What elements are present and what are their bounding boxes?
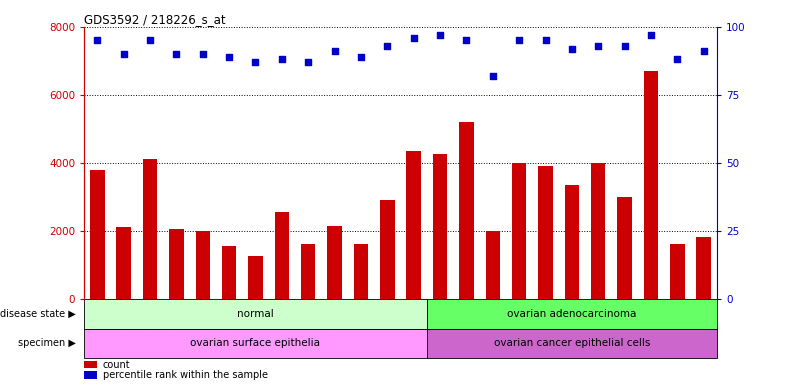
Point bbox=[249, 59, 262, 65]
Text: disease state ▶: disease state ▶ bbox=[1, 309, 76, 319]
Point bbox=[117, 51, 130, 57]
Bar bbox=[485, 231, 500, 299]
Text: ovarian cancer epithelial cells: ovarian cancer epithelial cells bbox=[493, 338, 650, 348]
Text: GDS3592 / 218226_s_at: GDS3592 / 218226_s_at bbox=[84, 13, 226, 26]
Bar bbox=[618, 197, 632, 299]
Text: ovarian surface epithelia: ovarian surface epithelia bbox=[191, 338, 320, 348]
Bar bbox=[275, 212, 289, 299]
Point bbox=[645, 32, 658, 38]
Bar bbox=[90, 170, 105, 299]
Bar bbox=[696, 237, 711, 299]
Bar bbox=[565, 185, 579, 299]
Point bbox=[170, 51, 183, 57]
Text: count: count bbox=[103, 359, 131, 369]
Bar bbox=[538, 166, 553, 299]
Bar bbox=[591, 163, 606, 299]
Point bbox=[407, 35, 420, 41]
Point bbox=[566, 46, 578, 52]
Point bbox=[91, 37, 103, 43]
Text: specimen ▶: specimen ▶ bbox=[18, 338, 76, 348]
Bar bbox=[433, 154, 447, 299]
Point bbox=[276, 56, 288, 63]
Point bbox=[671, 56, 684, 63]
Bar bbox=[406, 151, 421, 299]
Bar bbox=[169, 229, 183, 299]
Point bbox=[143, 37, 156, 43]
Bar bbox=[644, 71, 658, 299]
Bar bbox=[427, 299, 717, 329]
Text: percentile rank within the sample: percentile rank within the sample bbox=[103, 371, 268, 381]
Bar bbox=[248, 256, 263, 299]
Point bbox=[196, 51, 209, 57]
Bar bbox=[380, 200, 395, 299]
Bar bbox=[670, 244, 685, 299]
Point bbox=[513, 37, 525, 43]
Bar bbox=[116, 227, 131, 299]
Bar bbox=[459, 122, 473, 299]
Point bbox=[355, 54, 368, 60]
Point bbox=[223, 54, 235, 60]
Point bbox=[328, 48, 341, 55]
Point bbox=[539, 37, 552, 43]
Bar bbox=[84, 299, 427, 329]
Text: ovarian adenocarcinoma: ovarian adenocarcinoma bbox=[507, 309, 637, 319]
Bar bbox=[427, 329, 717, 358]
Point bbox=[618, 43, 631, 49]
Bar bbox=[354, 244, 368, 299]
Point bbox=[698, 48, 710, 55]
Point bbox=[381, 43, 394, 49]
Bar bbox=[328, 226, 342, 299]
Bar bbox=[222, 246, 236, 299]
Bar bbox=[512, 163, 526, 299]
Point bbox=[302, 59, 315, 65]
Point bbox=[433, 32, 446, 38]
Bar bbox=[301, 244, 316, 299]
Bar bbox=[84, 329, 427, 358]
Point bbox=[486, 73, 499, 79]
Bar bbox=[84, 361, 97, 368]
Bar bbox=[195, 231, 210, 299]
Point bbox=[460, 37, 473, 43]
Bar bbox=[143, 159, 157, 299]
Text: normal: normal bbox=[237, 309, 274, 319]
Bar bbox=[84, 371, 97, 379]
Point bbox=[592, 43, 605, 49]
